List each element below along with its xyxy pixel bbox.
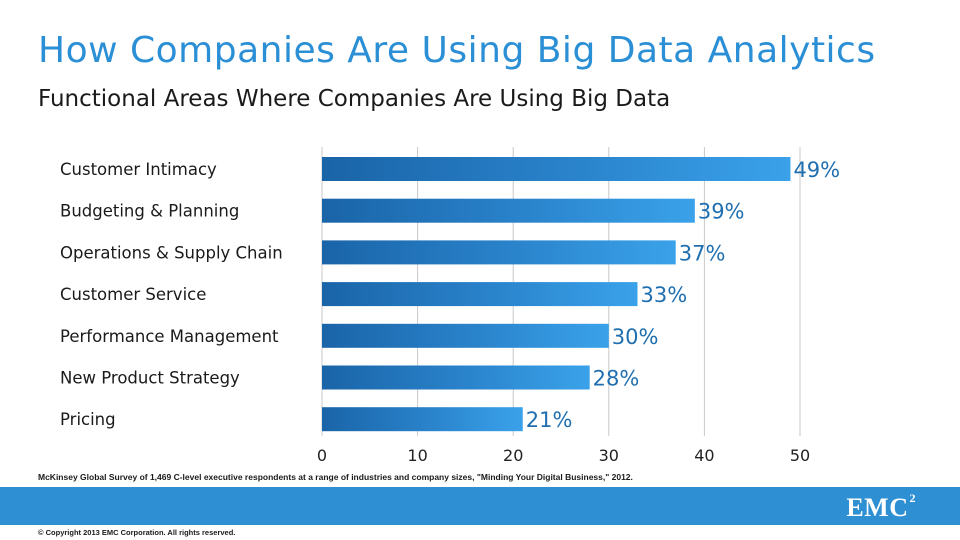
bars [322,157,791,432]
bar [322,323,609,348]
category-label: Pricing [60,410,116,429]
category-label: Performance Management [60,327,279,346]
chart-subtitle: Functional Areas Where Companies Are Usi… [38,86,671,112]
page-title: How Companies Are Using Big Data Analyti… [38,30,876,71]
copyright-note: © Copyright 2013 EMC Corporation. All ri… [38,528,236,537]
emc-logo: EMC2 [846,491,916,522]
x-axis-ticks: 0 10 20 30 40 50 [317,446,810,465]
data-label: 49% [793,158,840,182]
data-label: 21% [526,408,573,432]
data-label: 28% [593,367,640,391]
bar [322,157,791,181]
data-label: 30% [612,325,659,349]
data-label: 33% [640,283,687,307]
x-tick-label: 40 [694,446,714,465]
x-tick-label: 50 [790,446,810,465]
bar-chart: Customer Intimacy Budgeting & Planning Ope… [60,147,840,465]
bar [322,198,695,223]
x-tick-label: 10 [407,446,427,465]
bar [322,240,676,265]
category-label: Customer Service [60,285,206,304]
x-tick-label: 30 [599,446,619,465]
category-label: Customer Intimacy [60,160,217,179]
category-labels: Customer Intimacy Budgeting & Planning Ope… [60,160,283,429]
data-label: 37% [679,241,726,265]
x-tick-label: 0 [317,446,327,465]
data-label: 39% [698,200,745,224]
footer-band [0,487,960,525]
bar [322,282,638,307]
data-labels: 49% 39% 37% 33% 30% 28% 21% [526,158,840,432]
category-label: Budgeting & Planning [60,202,239,221]
source-note: McKinsey Global Survey of 1,469 C-level … [38,472,633,482]
bar [322,407,523,432]
category-label: Operations & Supply Chain [60,243,283,262]
category-label: New Product Strategy [60,369,240,388]
bar [322,365,590,390]
x-tick-label: 20 [503,446,523,465]
